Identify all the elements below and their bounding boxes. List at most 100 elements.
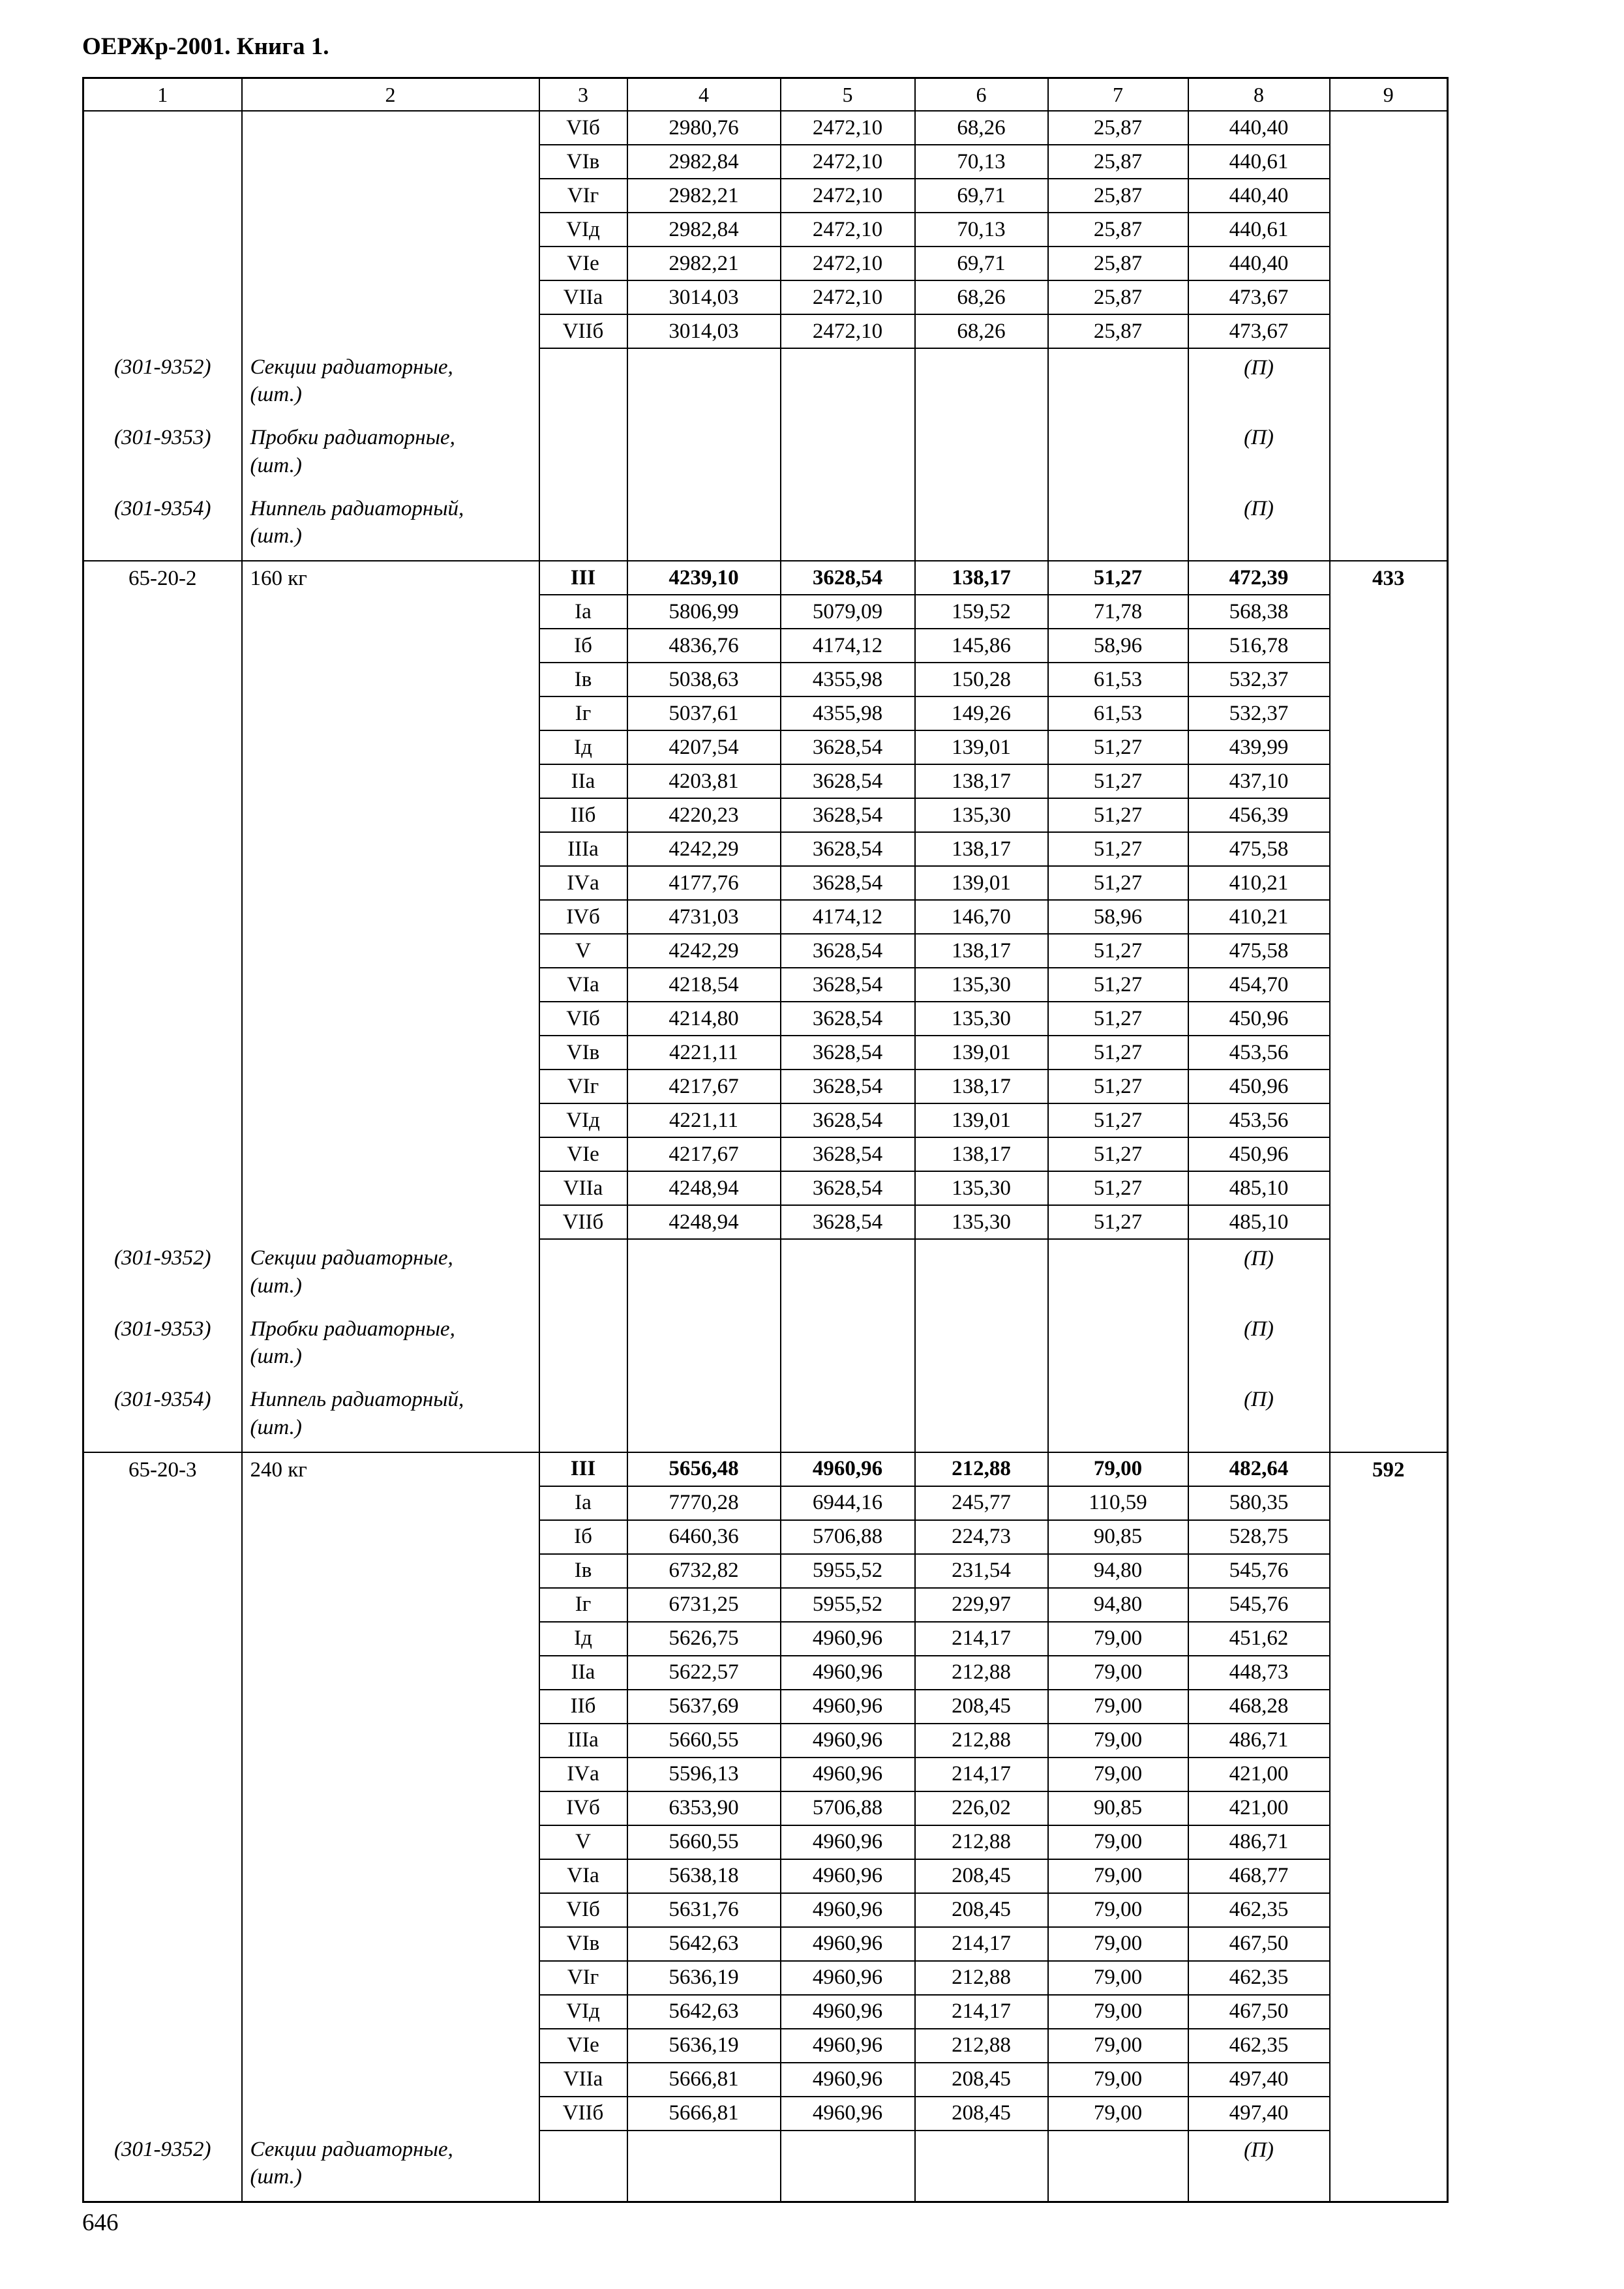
empty-cell <box>914 1381 1049 1452</box>
value-cell: 135,30 <box>914 1002 1049 1037</box>
section-total-cell: 433 <box>1329 560 1449 1240</box>
value-cell: 453,56 <box>1187 1103 1331 1139</box>
value-cell: 79,00 <box>1047 1723 1189 1758</box>
value-cell: 439,99 <box>1187 730 1331 766</box>
value-cell: 440,40 <box>1187 111 1331 145</box>
table-row: IIа 5622,57 4960,96 212,88 79,00 448,73 <box>83 1655 1448 1690</box>
section-description-cell: 160 кг <box>241 560 540 1240</box>
resource-mark-cell: (П) <box>1187 489 1331 561</box>
variant-label-cell: Iа <box>538 595 628 630</box>
table-row: IVб 6353,90 5706,88 226,02 90,85 421,00 <box>83 1791 1448 1826</box>
section-description-cell: 240 кг <box>241 1451 540 2131</box>
value-cell: 25,87 <box>1047 179 1189 213</box>
value-cell: 4960,96 <box>779 1926 916 1962</box>
value-cell: 5622,57 <box>626 1655 781 1690</box>
table-row: VIIб 5666,81 4960,96 208,45 79,00 497,40 <box>83 2096 1448 2131</box>
value-cell: 139,01 <box>914 1103 1049 1139</box>
variant-label-cell: IVа <box>538 1757 628 1792</box>
table-row: Iа 7770,28 6944,16 245,77 110,59 580,35 <box>83 1486 1448 1521</box>
value-cell: 4177,76 <box>626 866 781 901</box>
value-cell: 51,27 <box>1047 560 1189 596</box>
resource-unit: (шт.) <box>250 453 302 477</box>
section-total-cell: 592 <box>1329 1451 1449 2131</box>
value-cell: 568,38 <box>1187 595 1331 630</box>
value-cell: 5706,88 <box>779 1791 916 1826</box>
value-cell: 545,76 <box>1187 1553 1331 1589</box>
variant-label-cell: VIг <box>538 179 628 213</box>
value-cell: 79,00 <box>1047 1451 1189 1487</box>
value-cell: 224,73 <box>914 1519 1049 1555</box>
value-cell: 79,00 <box>1047 1757 1189 1792</box>
variant-label-cell: IIа <box>538 1655 628 1690</box>
resource-row: (301-9352) Секции радиаторные, (шт.) (П) <box>82 1239 1449 1310</box>
value-cell: 2980,76 <box>626 111 781 145</box>
value-cell: 138,17 <box>914 832 1049 867</box>
resource-unit: (шт.) <box>250 1274 302 1298</box>
value-cell: 462,35 <box>1187 1893 1331 1928</box>
resource-name: Секции радиаторные, <box>250 1246 453 1270</box>
value-cell: 3628,54 <box>779 1137 916 1173</box>
value-cell: 2472,10 <box>779 111 916 145</box>
resource-name-cell: Пробки радиаторные, (шт.) <box>241 419 540 490</box>
value-cell: 110,59 <box>1047 1486 1189 1521</box>
variant-label-cell: VIа <box>538 1859 628 1894</box>
table-row: IVб 4731,03 4174,12 146,70 58,96 410,21 <box>83 900 1448 935</box>
table-row: VIе 2982,21 2472,10 69,71 25,87 440,40 <box>83 247 1448 281</box>
table-row: VIа 4218,54 3628,54 135,30 51,27 454,70 <box>83 968 1448 1003</box>
value-cell: 90,85 <box>1047 1791 1189 1826</box>
value-cell: 3628,54 <box>779 1103 916 1139</box>
empty-cell <box>626 2130 781 2202</box>
value-cell: 90,85 <box>1047 1519 1189 1555</box>
empty-cell <box>538 1309 628 1381</box>
empty-cell <box>626 348 781 419</box>
value-cell: 214,17 <box>914 1757 1049 1792</box>
value-cell: 4217,67 <box>626 1070 781 1105</box>
value-cell: 410,21 <box>1187 900 1331 935</box>
resource-row: (301-9352) Секции радиаторные, (шт.) (П) <box>82 348 1449 419</box>
column-header-3: 3 <box>538 77 628 112</box>
empty-cell <box>779 1309 916 1381</box>
value-cell: 5596,13 <box>626 1757 781 1792</box>
resource-code-cell: (301-9352) <box>82 1239 243 1310</box>
value-cell: 485,10 <box>1187 1171 1331 1206</box>
value-cell: 139,01 <box>914 866 1049 901</box>
table-row: Iг 6731,25 5955,52 229,97 94,80 545,76 <box>83 1587 1448 1623</box>
empty-cell <box>626 1309 781 1381</box>
variant-label-cell: Iд <box>538 730 628 766</box>
value-cell: 139,01 <box>914 1036 1049 1071</box>
variant-label-cell: VIе <box>538 2028 628 2063</box>
empty-cell <box>1047 1239 1189 1310</box>
value-cell: 51,27 <box>1047 798 1189 833</box>
value-cell: 3628,54 <box>779 1002 916 1037</box>
value-cell: 150,28 <box>914 663 1049 698</box>
value-cell: 51,27 <box>1047 832 1189 867</box>
value-cell: 3628,54 <box>779 764 916 800</box>
table-row: VIд 2982,84 2472,10 70,13 25,87 440,61 <box>83 213 1448 247</box>
value-cell: 497,40 <box>1187 2062 1331 2097</box>
resource-code-cell: (301-9353) <box>82 1309 243 1381</box>
table-row: IIб 5637,69 4960,96 208,45 79,00 468,28 <box>83 1689 1448 1724</box>
resource-row: (301-9353) Пробки радиаторные, (шт.) (П) <box>82 1309 1449 1381</box>
resource-code-cell: (301-9353) <box>82 419 243 490</box>
empty-cell <box>626 489 781 561</box>
value-cell: 3628,54 <box>779 1036 916 1071</box>
column-header-7: 7 <box>1047 77 1189 112</box>
column-header-9: 9 <box>1329 77 1449 112</box>
value-cell: 135,30 <box>914 798 1049 833</box>
empty-cell <box>538 348 628 419</box>
value-cell: 482,64 <box>1187 1451 1331 1487</box>
table-row: Iг 5037,61 4355,98 149,26 61,53 532,37 <box>83 696 1448 732</box>
variant-label-cell: VIв <box>538 1926 628 1962</box>
table-row: VIд 4221,11 3628,54 139,01 51,27 453,56 <box>83 1103 1448 1139</box>
variant-label-cell: V <box>538 934 628 969</box>
value-cell: 3628,54 <box>779 1171 916 1206</box>
value-cell: 214,17 <box>914 1621 1049 1656</box>
value-cell: 212,88 <box>914 1960 1049 1996</box>
value-cell: 4218,54 <box>626 968 781 1003</box>
value-cell: 3014,03 <box>626 280 781 315</box>
table-row: VIIа 5666,81 4960,96 208,45 79,00 497,40 <box>83 2062 1448 2097</box>
table-row: Iб 6460,36 5706,88 224,73 90,85 528,75 <box>83 1519 1448 1555</box>
table-row: IIIа 4242,29 3628,54 138,17 51,27 475,58 <box>83 832 1448 867</box>
empty-cell <box>1047 2130 1189 2202</box>
table-row: Iб 4836,76 4174,12 145,86 58,96 516,78 <box>83 629 1448 664</box>
